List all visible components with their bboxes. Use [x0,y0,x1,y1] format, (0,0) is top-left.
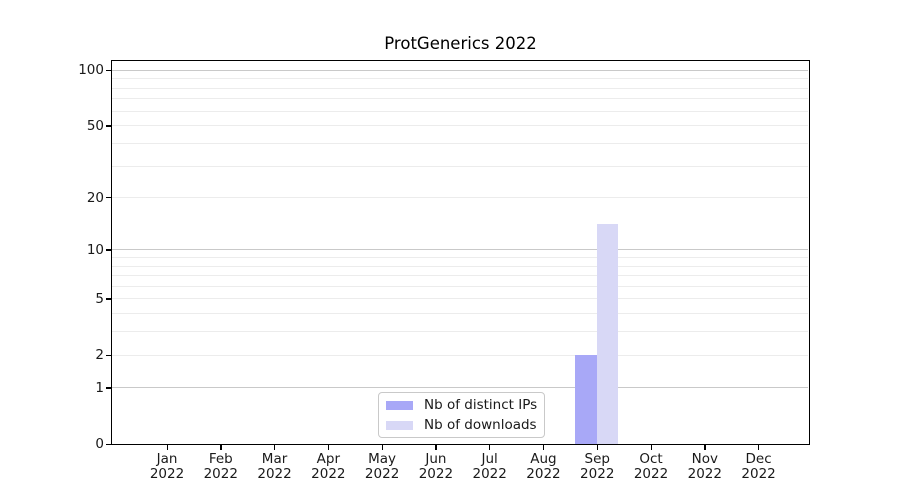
legend-swatch-distinct-ips-icon [386,400,413,410]
y-tick-mark [106,197,111,199]
x-tick-label: Sep 2022 [580,451,615,482]
minor-gridline [112,125,808,127]
x-tick-label: Mar 2022 [257,451,292,482]
x-tick-label: Aug 2022 [526,451,561,482]
y-tick-mark [106,354,111,356]
plot-area [111,60,810,445]
minor-gridline [112,78,808,80]
chart-title: ProtGenerics 2022 [384,34,537,53]
y-tick-label: 1 [95,379,104,396]
x-tick-mark [381,445,383,450]
minor-gridline [112,313,808,315]
x-tick-mark [704,445,706,450]
y-tick-label: 2 [95,347,104,364]
y-tick-mark [106,443,111,445]
minor-gridline [112,197,808,199]
x-tick-mark [274,445,276,450]
x-tick-label: Dec 2022 [741,451,776,482]
y-tick-label: 0 [95,436,104,452]
minor-gridline [112,265,808,267]
x-tick-label: Oct 2022 [633,451,669,482]
bar-distinct-ips-sep [575,354,597,444]
x-tick-label: Feb 2022 [203,451,238,482]
x-tick-label: Apr 2022 [311,451,346,482]
y-tick-mark [106,125,111,127]
y-tick-mark [106,69,111,72]
minor-gridline [112,165,808,167]
y-tick-label: 20 [86,189,104,206]
legend-item-downloads: Nb of downloads [386,417,544,433]
y-tick-mark [106,298,111,300]
x-tick-label: May 2022 [364,451,400,482]
minor-gridline [112,354,808,356]
y-tick-label: 5 [95,290,104,307]
legend-swatch-downloads-icon [386,420,413,430]
bar-downloads-sep [596,224,619,444]
minor-gridline [112,87,808,89]
x-tick-mark [435,445,437,450]
minor-gridline [112,98,808,100]
y-tick-mark [106,249,111,251]
legend: Nb of distinct IPs Nb of downloads [378,392,545,438]
minor-gridline [112,142,808,144]
x-tick-label: Jul 2022 [472,451,507,482]
x-tick-label: Jan 2022 [149,451,185,482]
legend-item-distinct-ips: Nb of distinct IPs [386,397,544,413]
y-tick-mark [106,387,111,389]
major-gridline [112,387,808,389]
x-tick-mark [489,445,491,450]
x-tick-mark [596,445,599,450]
minor-gridline [112,285,808,287]
x-tick-mark [220,445,222,450]
minor-gridline [112,257,808,259]
minor-gridline [112,275,808,277]
y-tick-label: 10 [86,241,104,258]
x-tick-mark [542,445,545,450]
minor-gridline [112,331,808,333]
major-gridline [112,69,808,71]
y-tick-label: 50 [86,117,104,134]
x-tick-mark [327,445,330,450]
major-gridline [112,249,808,251]
x-tick-label: Nov 2022 [687,451,722,482]
x-tick-mark [166,445,168,450]
y-tick-label: 100 [78,62,104,79]
x-tick-label: Jun 2022 [418,451,454,482]
legend-label-downloads: Nb of downloads [424,417,537,433]
legend-label-distinct-ips: Nb of distinct IPs [424,397,538,413]
minor-gridline [112,298,808,300]
minor-gridline [112,110,808,112]
x-tick-mark [758,445,760,450]
x-tick-mark [650,445,652,450]
